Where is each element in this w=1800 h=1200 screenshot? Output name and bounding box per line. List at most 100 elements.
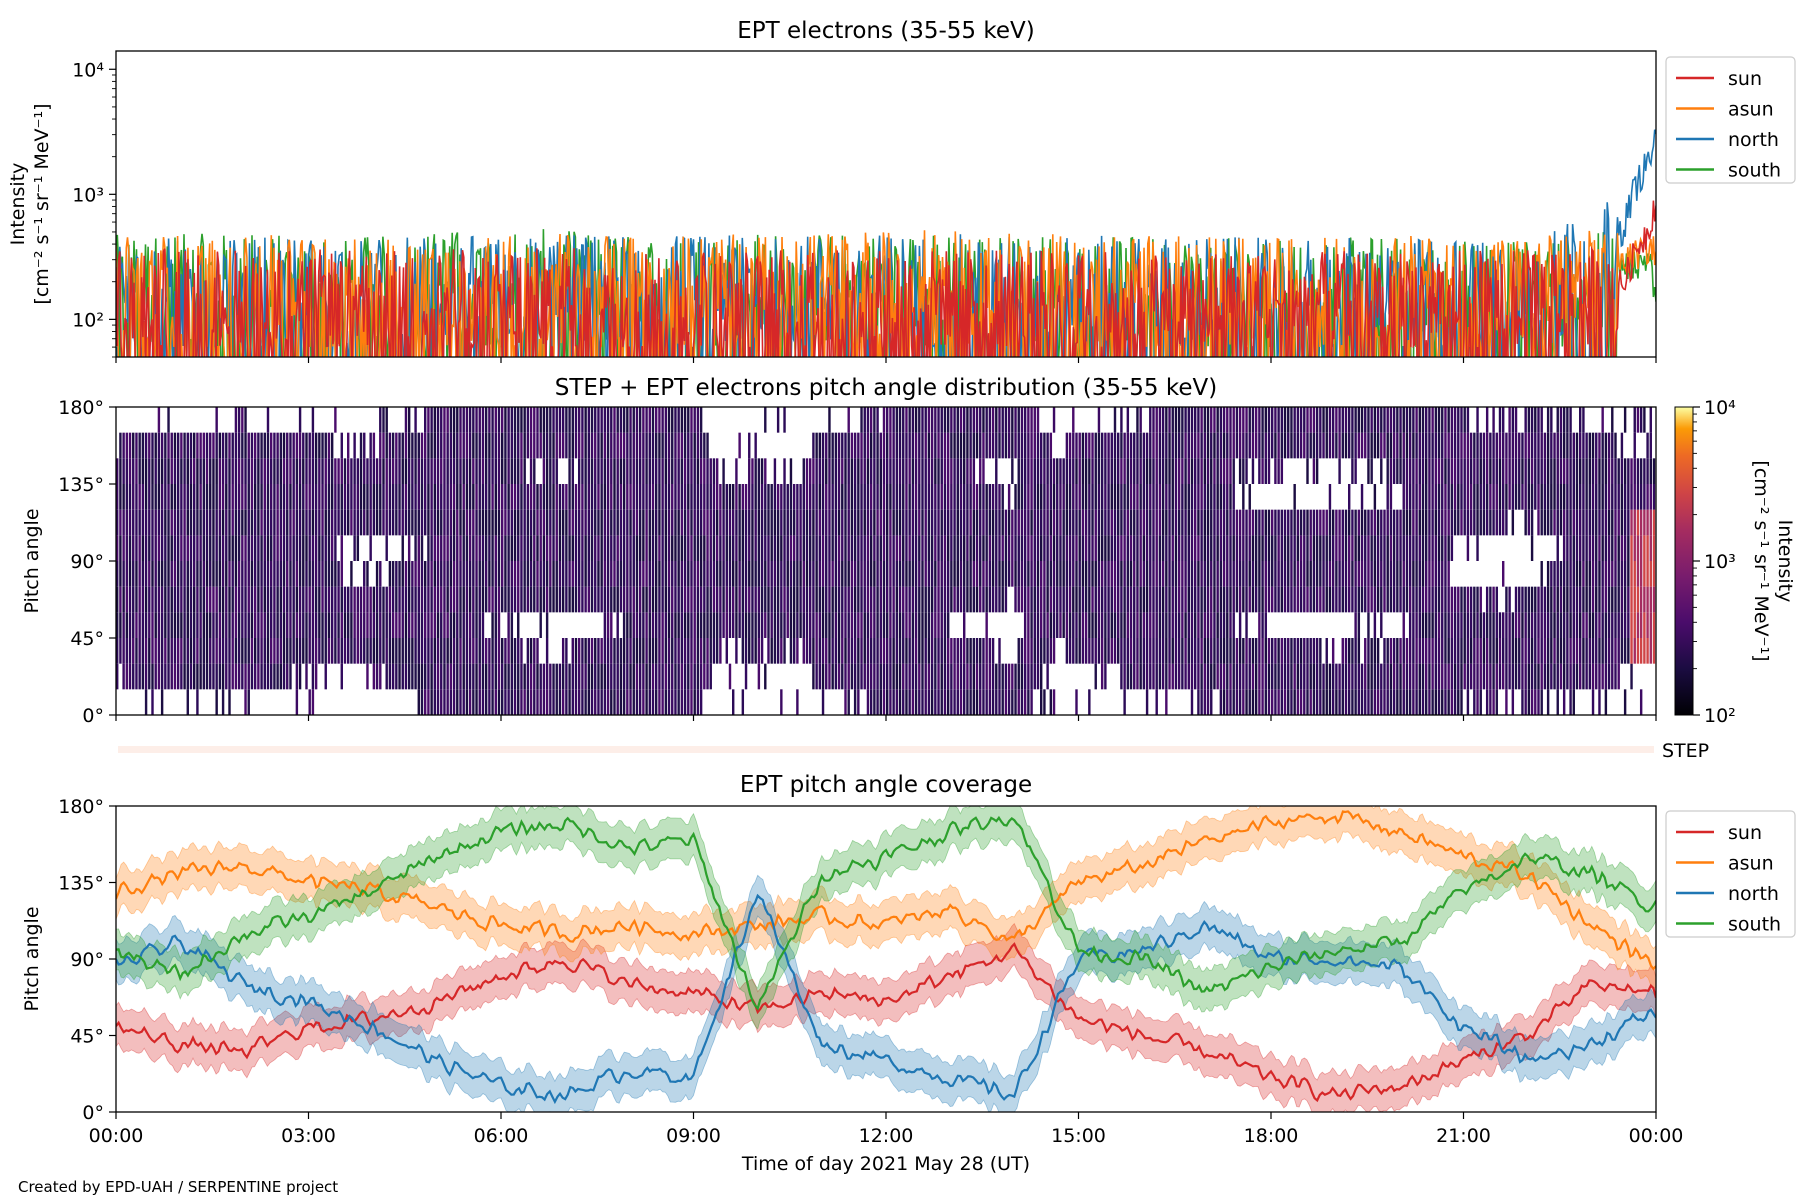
heatmap-cell: [1485, 458, 1489, 484]
heatmap-cell: [1152, 432, 1155, 459]
heatmap-cell: [1033, 586, 1036, 613]
heatmap-cell: [282, 586, 286, 613]
heatmap-cell: [709, 458, 712, 484]
heatmap-cell: [837, 509, 841, 536]
heatmap-cell: [918, 663, 921, 690]
heatmap-cell: [930, 432, 934, 459]
heatmap-cell: [1203, 458, 1207, 484]
heatmap-cell: [141, 586, 145, 613]
heatmap-cell: [1056, 535, 1059, 561]
heatmap-cell: [1280, 689, 1284, 715]
heatmap-cell: [1614, 458, 1617, 484]
heatmap-cell: [1251, 689, 1255, 715]
heatmap-cell: [298, 612, 302, 638]
heatmap-cell: [1405, 509, 1409, 536]
heatmap-cell: [481, 612, 485, 638]
heatmap-cell: [1575, 561, 1579, 587]
heatmap-cell: [1142, 458, 1146, 484]
heatmap-cell: [902, 663, 905, 690]
heatmap-cell: [318, 586, 321, 613]
heatmap-cell: [728, 612, 732, 638]
heatmap-cell: [353, 612, 356, 638]
heatmap-cell: [1004, 689, 1008, 715]
heatmap-cell: [930, 458, 934, 484]
heatmap-cell: [776, 407, 780, 433]
heatmap-cell: [279, 612, 283, 638]
heatmap-cell: [484, 484, 488, 510]
heatmap-cell: [921, 612, 924, 638]
heatmap-cell: [1322, 407, 1325, 433]
heatmap-cell: [157, 535, 161, 561]
panel2-title: STEP + EPT electrons pitch angle distrib…: [555, 375, 1217, 401]
heatmap-cell: [404, 484, 408, 510]
heatmap-cell: [533, 432, 536, 459]
heatmap-cell: [584, 638, 587, 664]
heatmap-cell: [1572, 509, 1575, 536]
heatmap-cell: [809, 535, 812, 561]
heatmap-cell: [452, 561, 456, 587]
heatmap-cell: [1386, 561, 1389, 587]
heatmap-cell: [180, 561, 183, 587]
heatmap-cell: [998, 638, 1001, 664]
heatmap-cell: [1492, 612, 1495, 638]
heatmap-cell: [571, 484, 574, 510]
heatmap-cell: [687, 689, 690, 715]
heatmap-cell: [847, 612, 850, 638]
heatmap-cell: [388, 586, 392, 613]
heatmap-cell: [1364, 535, 1367, 561]
heatmap-cell: [459, 509, 462, 536]
heatmap-cell: [937, 432, 940, 459]
heatmap-cell: [1380, 407, 1383, 433]
heatmap-cell: [565, 535, 568, 561]
heatmap-cell: [173, 458, 177, 484]
heatmap-cell: [1113, 586, 1117, 613]
heatmap-cell: [1303, 535, 1306, 561]
heatmap-cell: [953, 407, 956, 433]
heatmap-cell: [898, 484, 902, 510]
heatmap-cell: [292, 484, 295, 510]
heatmap-cell: [751, 561, 754, 587]
heatmap-cell: [1184, 407, 1187, 433]
heatmap-cell: [212, 509, 215, 536]
heatmap-cell: [180, 586, 183, 613]
heatmap-cell: [327, 484, 331, 510]
heatmap-cell: [892, 432, 895, 459]
heatmap-cell: [1033, 612, 1036, 638]
heatmap-cell: [1081, 535, 1085, 561]
heatmap-cell: [250, 612, 254, 638]
heatmap-cell: [154, 663, 157, 690]
heatmap-cell: [1338, 561, 1341, 587]
heatmap-cell: [1364, 689, 1367, 715]
heatmap-cell: [436, 535, 440, 561]
heatmap-cell: [1168, 484, 1171, 510]
heatmap-cell: [1075, 458, 1078, 484]
heatmap-cell: [132, 432, 135, 459]
heatmap-cell: [494, 509, 497, 536]
heatmap-cell: [581, 407, 584, 433]
heatmap-cell: [250, 535, 254, 561]
heatmap-cell: [645, 458, 648, 484]
heatmap-cell: [1601, 663, 1604, 690]
heatmap-cell: [1120, 586, 1123, 613]
heatmap-cell: [1014, 509, 1017, 536]
heatmap-cell: [1566, 407, 1569, 433]
heatmap-cell: [969, 484, 972, 510]
heatmap-cell: [1514, 663, 1518, 690]
heatmap-cell: [1566, 458, 1569, 484]
heatmap-cell: [462, 432, 465, 459]
heatmap-cell: [465, 432, 469, 459]
heatmap-cell: [1559, 458, 1563, 484]
heatmap-cell: [1271, 432, 1274, 459]
heatmap-cell: [459, 586, 462, 613]
heatmap-cell: [1428, 432, 1431, 459]
heatmap-cell: [452, 663, 456, 690]
heatmap-cell: [1200, 612, 1203, 638]
heatmap-cell: [1367, 432, 1370, 459]
heatmap-cell: [728, 663, 732, 690]
heatmap-cell: [1636, 407, 1640, 433]
heatmap-cell: [1579, 432, 1582, 459]
heatmap-cell: [696, 663, 700, 690]
heatmap-cell: [494, 407, 497, 433]
heatmap-cell: [231, 561, 234, 587]
heatmap-cell: [231, 612, 234, 638]
